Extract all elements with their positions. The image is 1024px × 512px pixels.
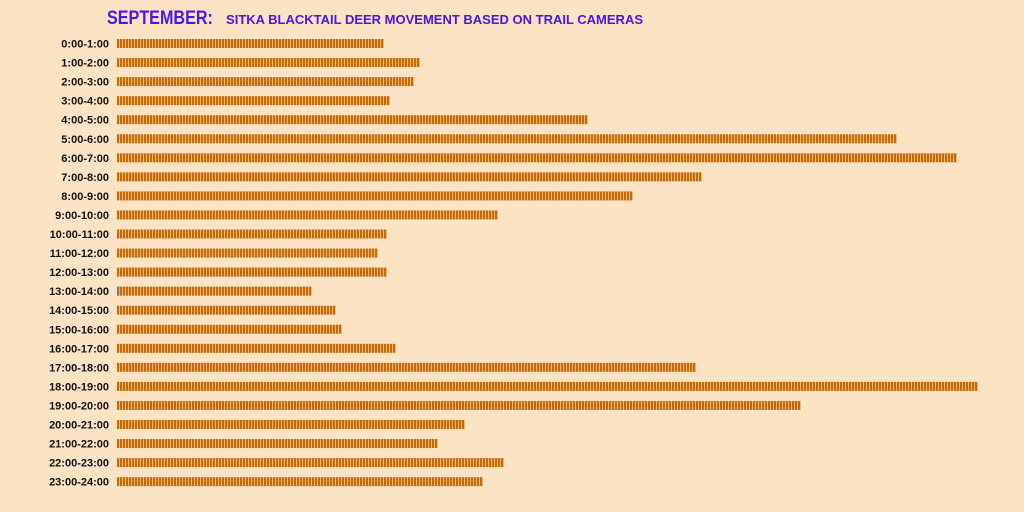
category-label: 22:00-23:00 bbox=[49, 458, 109, 470]
bar bbox=[117, 191, 633, 201]
category-label: 14:00-15:00 bbox=[49, 305, 109, 317]
category-label: 21:00-22:00 bbox=[49, 439, 109, 451]
category-label: 15:00-16:00 bbox=[49, 324, 109, 336]
category-label: 5:00-6:00 bbox=[61, 134, 109, 146]
category-label: 13:00-14:00 bbox=[49, 286, 109, 298]
bar bbox=[117, 458, 504, 468]
title-month: SEPTEMBER: bbox=[107, 8, 213, 29]
bar bbox=[117, 477, 483, 487]
highlighted-unit bbox=[117, 286, 120, 296]
category-label: 20:00-21:00 bbox=[49, 420, 109, 432]
category-label: 1:00-2:00 bbox=[61, 58, 109, 70]
category-label: 9:00-10:00 bbox=[55, 210, 109, 222]
bar bbox=[117, 381, 978, 391]
bar bbox=[117, 343, 396, 353]
bar bbox=[117, 39, 384, 48]
bar bbox=[117, 153, 957, 163]
bar bbox=[117, 210, 498, 220]
bar bbox=[117, 362, 696, 372]
bar bbox=[117, 115, 588, 125]
category-label: 7:00-8:00 bbox=[61, 172, 109, 184]
bar bbox=[117, 305, 336, 315]
bar bbox=[117, 229, 387, 239]
category-label: 4:00-5:00 bbox=[61, 115, 109, 127]
category-label: 10:00-11:00 bbox=[50, 229, 109, 241]
chart-title: SEPTEMBER: SITKA BLACKTAIL DEER MOVEMENT… bbox=[107, 8, 643, 30]
bar bbox=[117, 172, 702, 182]
bar bbox=[117, 248, 378, 258]
category-label: 23:00-24:00 bbox=[49, 477, 109, 489]
category-label: 8:00-9:00 bbox=[61, 191, 109, 203]
bar bbox=[117, 324, 342, 334]
bar bbox=[117, 439, 438, 449]
bar bbox=[117, 77, 414, 87]
category-label: 19:00-20:00 bbox=[49, 400, 109, 412]
category-label: 12:00-13:00 bbox=[49, 267, 109, 279]
category-label: 3:00-4:00 bbox=[61, 96, 109, 108]
category-label: 6:00-7:00 bbox=[61, 153, 109, 165]
category-label: 2:00-3:00 bbox=[61, 77, 109, 89]
bar bbox=[117, 286, 312, 296]
bar bbox=[117, 420, 465, 429]
category-label: 17:00-18:00 bbox=[49, 362, 109, 374]
category-label: 18:00-19:00 bbox=[49, 381, 109, 393]
bar bbox=[117, 134, 897, 144]
bar bbox=[117, 267, 387, 277]
category-label: 16:00-17:00 bbox=[49, 343, 109, 355]
bar bbox=[117, 96, 390, 106]
bar bbox=[117, 58, 420, 68]
category-label: 0:00-1:00 bbox=[61, 39, 109, 51]
title-text: SITKA BLACKTAIL DEER MOVEMENT BASED ON T… bbox=[226, 12, 644, 27]
category-label: 11:00-12:00 bbox=[50, 248, 109, 260]
bar bbox=[117, 400, 801, 410]
